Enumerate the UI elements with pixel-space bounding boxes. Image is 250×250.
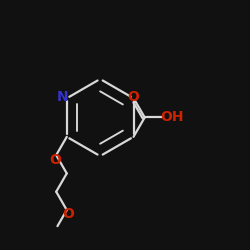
- Text: O: O: [127, 90, 139, 104]
- Text: N: N: [56, 90, 68, 104]
- Text: O: O: [49, 152, 61, 166]
- Text: OH: OH: [160, 110, 183, 124]
- Text: O: O: [62, 208, 74, 222]
